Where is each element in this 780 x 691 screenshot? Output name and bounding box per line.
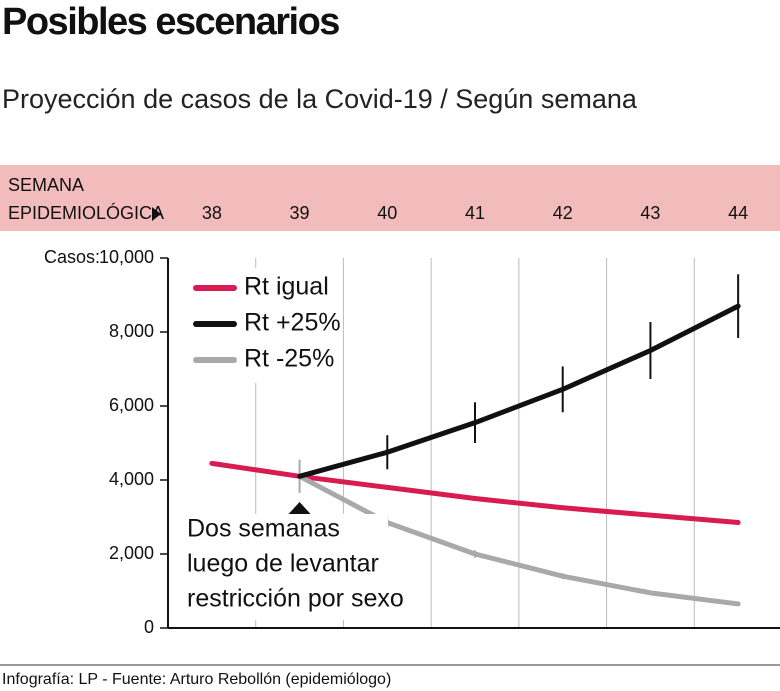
x-tick-label: 42 [553, 203, 573, 223]
y-tick-label: 10,000 [99, 247, 154, 267]
x-tick-label: 40 [377, 203, 397, 223]
footer: Infografía: LP - Fuente: Arturo Rebollón… [2, 671, 391, 688]
x-tick-label: 39 [290, 203, 310, 223]
y-tick-label: 6,000 [109, 395, 154, 415]
annotation-box [182, 514, 388, 620]
arrow-icon [152, 207, 161, 221]
y-tick-label: 8,000 [109, 321, 154, 341]
x-tick-label: 38 [202, 203, 222, 223]
annotation: luego de levantar [187, 550, 379, 578]
header-band [0, 165, 780, 231]
legend-label: Rt igual [244, 273, 329, 301]
x-tick-label: 43 [640, 203, 660, 223]
x-tick-label: 44 [728, 203, 748, 223]
x-label: EPIDEMIOLÓGICA [8, 202, 164, 223]
y-tick-label: 0 [144, 617, 154, 637]
y-tick-label: 4,000 [109, 469, 154, 489]
series-line [297, 303, 741, 479]
y-tick-label: 2,000 [109, 543, 154, 563]
annotation: restricción por sexo [187, 585, 404, 613]
title: Posibles escenarios [2, 1, 339, 43]
legend-label: Rt +25% [244, 309, 341, 337]
y-label: Casos: [44, 247, 100, 267]
annotation-marker [288, 502, 311, 514]
x-tick-label: 41 [465, 203, 485, 223]
x-label: SEMANA [8, 175, 84, 195]
subtitle: Proyección de casos de la Covid-19 / Seg… [2, 84, 638, 114]
annotation: Dos semanas [187, 515, 340, 543]
legend-label: Rt -25% [244, 345, 334, 373]
